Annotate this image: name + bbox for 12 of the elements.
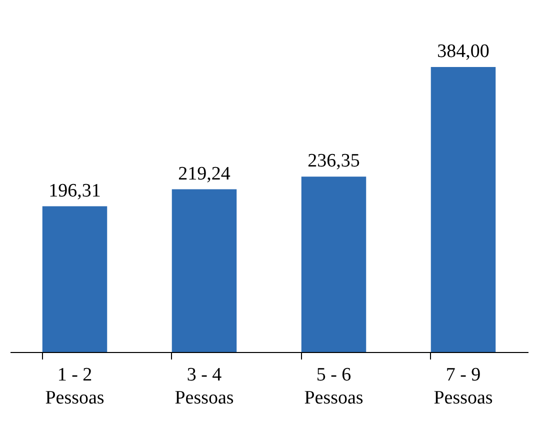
data-label: 196,31	[48, 180, 101, 202]
data-label: 384,00	[437, 41, 490, 62]
x-tick-label: 5 - 6 Pessoas	[304, 364, 364, 408]
data-label: 236,35	[308, 150, 360, 172]
x-tick-label: 3 - 4 Pessoas	[174, 364, 234, 408]
x-tick-label: 1 - 2 Pessoas	[45, 364, 104, 408]
data-label: 219,24	[178, 163, 231, 184]
bar	[172, 189, 237, 352]
bar	[42, 206, 108, 352]
x-tick-label: 7 - 9 Pessoas	[434, 364, 493, 408]
bar	[430, 67, 496, 352]
bar	[301, 176, 366, 352]
